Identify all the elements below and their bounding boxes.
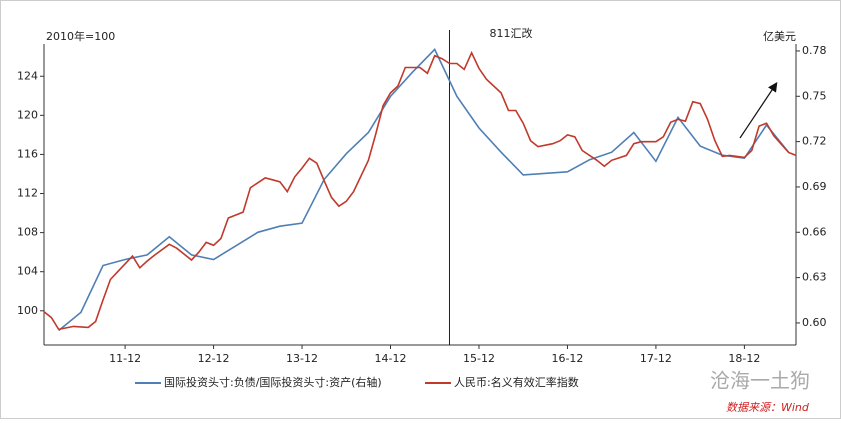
series-line [43,50,797,331]
watermark: 沧海一土狗 [710,369,810,393]
y-tick-label: 116 [17,147,38,160]
y-axis-label: 2010年=100 [46,29,115,43]
x-tick-label: 14-12 [375,352,407,365]
y2-tick-label: 0.63 [802,271,827,284]
legend-label: 国际投资头寸:负债/国际投资头寸:资产(右轴) [164,375,382,389]
series-line [58,48,790,332]
y-tick-label: 112 [17,187,38,200]
event-label: 811汇改 [489,26,532,40]
y2-tick-label: 0.69 [802,180,827,193]
x-tick-label: 17-12 [640,352,672,365]
x-tick-label: 12-12 [198,352,230,365]
x-tick-label: 16-12 [551,352,583,365]
y-tick-label: 104 [17,265,38,278]
x-tick-label: 13-12 [286,352,318,365]
y2-axis-label: 亿美元 [763,30,796,43]
y2-tick-label: 0.60 [802,316,827,329]
x-tick-label: 11-12 [109,352,141,365]
y2-tick-label: 0.66 [802,225,827,238]
y-tick-label: 100 [17,304,38,317]
x-tick-label: 15-12 [463,352,495,365]
legend-label: 人民币:名义有效汇率指数 [454,375,579,389]
y-tick-label: 108 [17,226,38,239]
y2-tick-label: 0.75 [802,89,827,102]
y-tick-label: 120 [17,108,38,121]
y-tick-label: 124 [17,69,38,82]
y2-tick-label: 0.78 [802,44,827,57]
source: 数据来源：Wind [726,401,810,414]
x-tick-label: 18-12 [728,352,760,365]
y2-tick-label: 0.72 [802,135,827,148]
arrow [739,82,778,139]
